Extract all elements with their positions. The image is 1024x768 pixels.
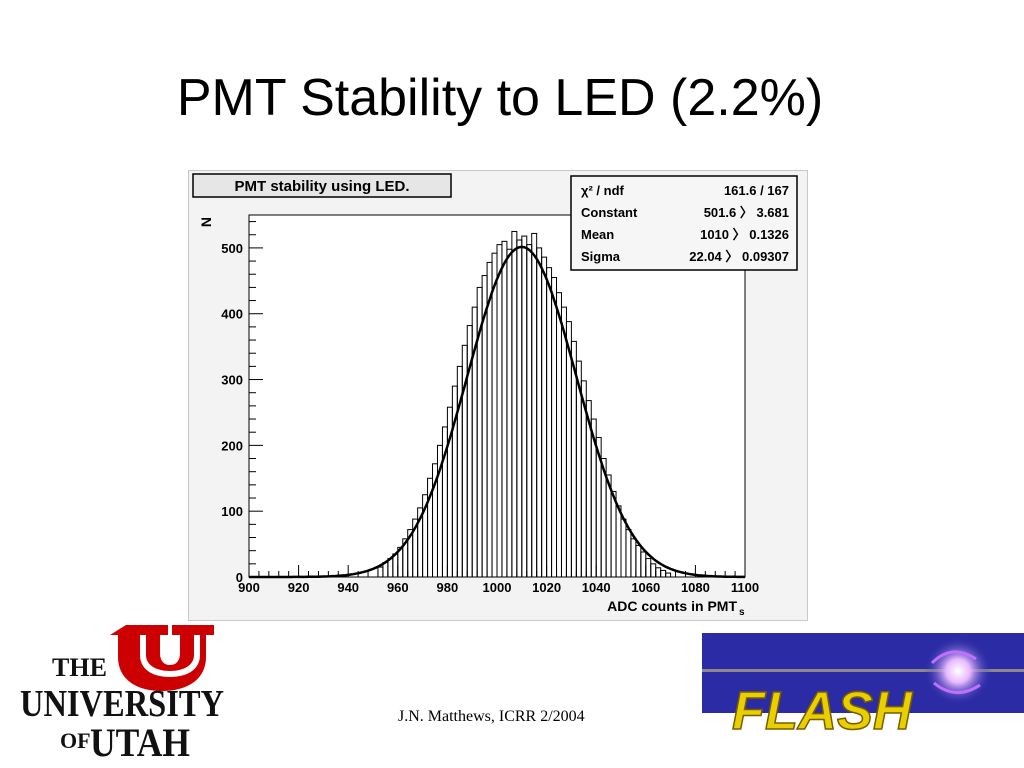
galaxy-icon xyxy=(924,637,992,705)
stats-value: 1010 〉 0.1326 xyxy=(700,227,789,242)
stats-value: 22.04 〉 0.09307 xyxy=(689,249,789,264)
x-tick-label: 940 xyxy=(337,580,359,595)
chart-title-box xyxy=(192,173,452,198)
y-tick-label: 100 xyxy=(221,504,243,519)
x-tick-label: 1020 xyxy=(532,580,561,595)
stats-value: 161.6 / 167 xyxy=(724,183,789,198)
x-axis-label: ADC counts in PMT xyxy=(607,598,737,614)
x-tick-label: 1000 xyxy=(483,580,512,595)
histogram-plot-frame: PMT stability using LED. 0 100 200 300 400 50… xyxy=(188,170,808,621)
x-tick-label: 980 xyxy=(437,580,459,595)
y-tick-label: 0 xyxy=(236,570,243,585)
histogram-bins xyxy=(377,230,672,578)
slide-footer: J.N. Matthews, ICRR 2/2004 xyxy=(398,708,585,725)
y-axis-ticks: 0 100 200 300 400 500 xyxy=(221,221,263,585)
flash-experiment-logo: FLASH xyxy=(702,633,1024,742)
utah-logo-of: OF xyxy=(60,728,91,753)
x-axis-label-subscript: s xyxy=(739,607,745,618)
histogram-bin xyxy=(665,572,672,578)
y-tick-label: 500 xyxy=(221,241,243,256)
gaussian-fit-curve xyxy=(249,245,745,579)
stats-label: χ² / ndf xyxy=(581,183,625,198)
x-tick-label: 1040 xyxy=(582,580,611,595)
y-tick-label: 300 xyxy=(221,373,243,388)
utah-logo-utah: UTAH xyxy=(90,720,190,762)
university-of-utah-logo: THE UNIVERSITY OF UTAH xyxy=(20,625,224,762)
chart-title: PMT stability using LED. xyxy=(234,178,409,195)
fit-stats-box: χ² / ndf 161.6 / 167 Constant 501.6 〉 3.681… xyxy=(570,175,798,271)
x-tick-label: 920 xyxy=(288,580,310,595)
stats-value: 501.6 〉 3.681 xyxy=(704,205,789,220)
y-tick-label: 400 xyxy=(221,307,243,322)
x-tick-label: 1100 xyxy=(731,580,759,595)
x-tick-label: 1080 xyxy=(681,580,710,595)
block-u-icon xyxy=(110,625,214,691)
x-tick-label: 1060 xyxy=(631,580,660,595)
x-tick-label: 960 xyxy=(387,580,409,595)
stats-label: Constant xyxy=(581,205,638,220)
flash-logo-text: FLASH xyxy=(732,681,913,741)
y-axis-label: N xyxy=(198,217,214,227)
slide-title: PMT Stability to LED (2.2%) xyxy=(176,69,824,127)
utah-logo-the: THE xyxy=(52,653,107,682)
stats-label: Sigma xyxy=(581,249,621,264)
histogram-chart: PMT stability using LED. 0 100 200 300 400 50… xyxy=(192,173,798,618)
x-tick-label: 900 xyxy=(238,580,260,595)
y-tick-label: 200 xyxy=(221,438,243,453)
stats-label: Mean xyxy=(581,227,614,242)
utah-logo-university: UNIVERSITY xyxy=(20,683,224,725)
